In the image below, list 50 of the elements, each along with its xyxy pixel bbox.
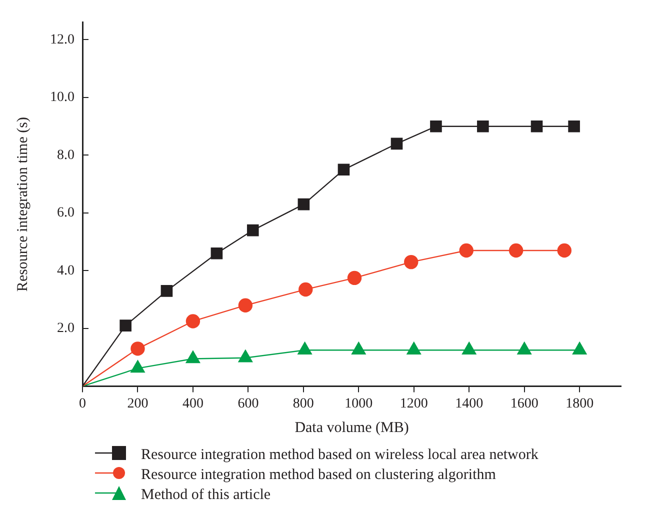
y-tick-label: 2.0 xyxy=(57,321,74,336)
point xyxy=(572,342,587,354)
x-tick-label: 1600 xyxy=(510,396,538,412)
x-tick-label: 1000 xyxy=(344,396,373,412)
point xyxy=(462,342,476,354)
legend-label: Method of this article xyxy=(141,487,271,503)
point xyxy=(459,243,474,258)
point xyxy=(568,120,580,132)
x-axis-title: Data volume (MB) xyxy=(294,420,409,436)
point xyxy=(390,138,403,150)
y-tick-label: 8.0 xyxy=(57,148,74,163)
y-tick-label: 4.0 xyxy=(57,263,74,278)
point xyxy=(298,282,313,297)
x-tick-label: 1200 xyxy=(400,396,428,412)
x-tick-label: 600 xyxy=(238,396,259,412)
point xyxy=(517,342,532,354)
x-tick-label: 400 xyxy=(182,396,204,412)
point xyxy=(238,298,253,312)
point xyxy=(298,198,310,210)
point xyxy=(130,342,145,356)
point xyxy=(404,254,418,270)
point xyxy=(120,320,132,332)
point xyxy=(160,285,173,297)
y-tick-label: 12.0 xyxy=(50,32,74,48)
x-tick-label: 800 xyxy=(292,396,314,412)
point xyxy=(130,360,145,373)
y-axis-title: Resource integration time (s) xyxy=(14,117,31,292)
x-tick-label: 200 xyxy=(127,396,148,412)
y-tick-label: 10.0 xyxy=(50,90,74,106)
x-tick-label: 1800 xyxy=(566,396,594,412)
legend-label: Resource integration method based on wireless local area network xyxy=(141,447,538,463)
point xyxy=(352,342,366,354)
point xyxy=(238,350,253,362)
point xyxy=(557,243,572,258)
point xyxy=(186,350,200,364)
point xyxy=(186,314,200,328)
x-tick-label: 0 xyxy=(79,396,86,412)
point xyxy=(347,270,362,286)
point xyxy=(406,342,421,354)
point xyxy=(210,247,223,260)
point xyxy=(508,243,524,258)
point xyxy=(246,224,259,236)
point xyxy=(530,120,543,132)
y-tick-label: 6.0 xyxy=(57,206,74,221)
x-tick-label: 1400 xyxy=(455,396,484,412)
point xyxy=(338,164,350,176)
point xyxy=(298,342,312,354)
point xyxy=(477,120,489,132)
point xyxy=(430,120,442,132)
legend-label: Resource integration method based on clustering algorithm xyxy=(141,467,496,483)
